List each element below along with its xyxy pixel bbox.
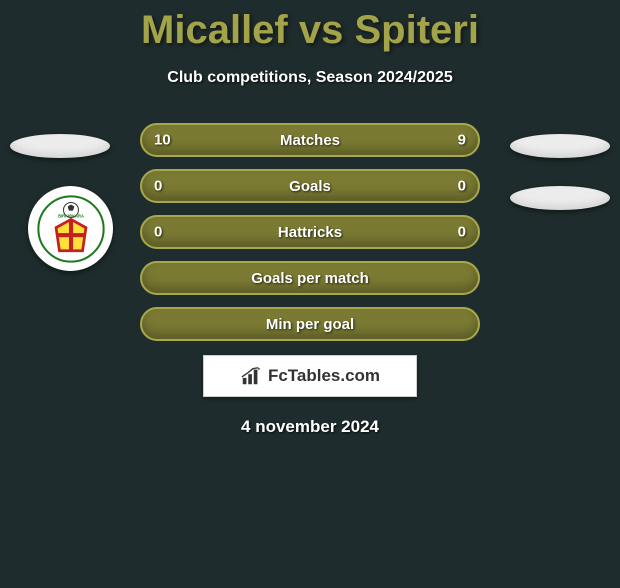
stat-row-hattricks: 0 Hattricks 0 [140, 215, 480, 249]
brand-text: FcTables.com [268, 366, 380, 386]
subtitle: Club competitions, Season 2024/2025 [0, 69, 620, 87]
stat-row-goals: 0 Goals 0 [140, 169, 480, 203]
player1-placeholder-ellipse [10, 134, 110, 158]
stat-label: Min per goal [266, 316, 354, 333]
stat-label: Hattricks [278, 224, 342, 241]
stat-left-value: 10 [154, 132, 171, 149]
svg-text:BIRKIRKARA: BIRKIRKARA [58, 213, 84, 218]
page-title: Micallef vs Spiteri [0, 8, 620, 53]
stat-label: Matches [280, 132, 340, 149]
brand-box[interactable]: FcTables.com [203, 355, 417, 397]
stat-row-min-per-goal: Min per goal [140, 307, 480, 341]
player2-club-placeholder-ellipse [510, 186, 610, 210]
stat-left-value: 0 [154, 224, 162, 241]
player1-club-badge: BIRKIRKARA [28, 186, 113, 271]
date-text: 4 november 2024 [0, 417, 620, 437]
bar-chart-icon [240, 365, 262, 387]
stat-left-value: 0 [154, 178, 162, 195]
stat-right-value: 9 [458, 132, 466, 149]
player2-placeholder-ellipse [510, 134, 610, 158]
stat-label: Goals [289, 178, 331, 195]
stat-label: Goals per match [251, 270, 369, 287]
club-crest-icon: BIRKIRKARA [37, 195, 105, 263]
stat-row-matches: 10 Matches 9 [140, 123, 480, 157]
stat-right-value: 0 [458, 178, 466, 195]
stat-right-value: 0 [458, 224, 466, 241]
stat-row-goals-per-match: Goals per match [140, 261, 480, 295]
